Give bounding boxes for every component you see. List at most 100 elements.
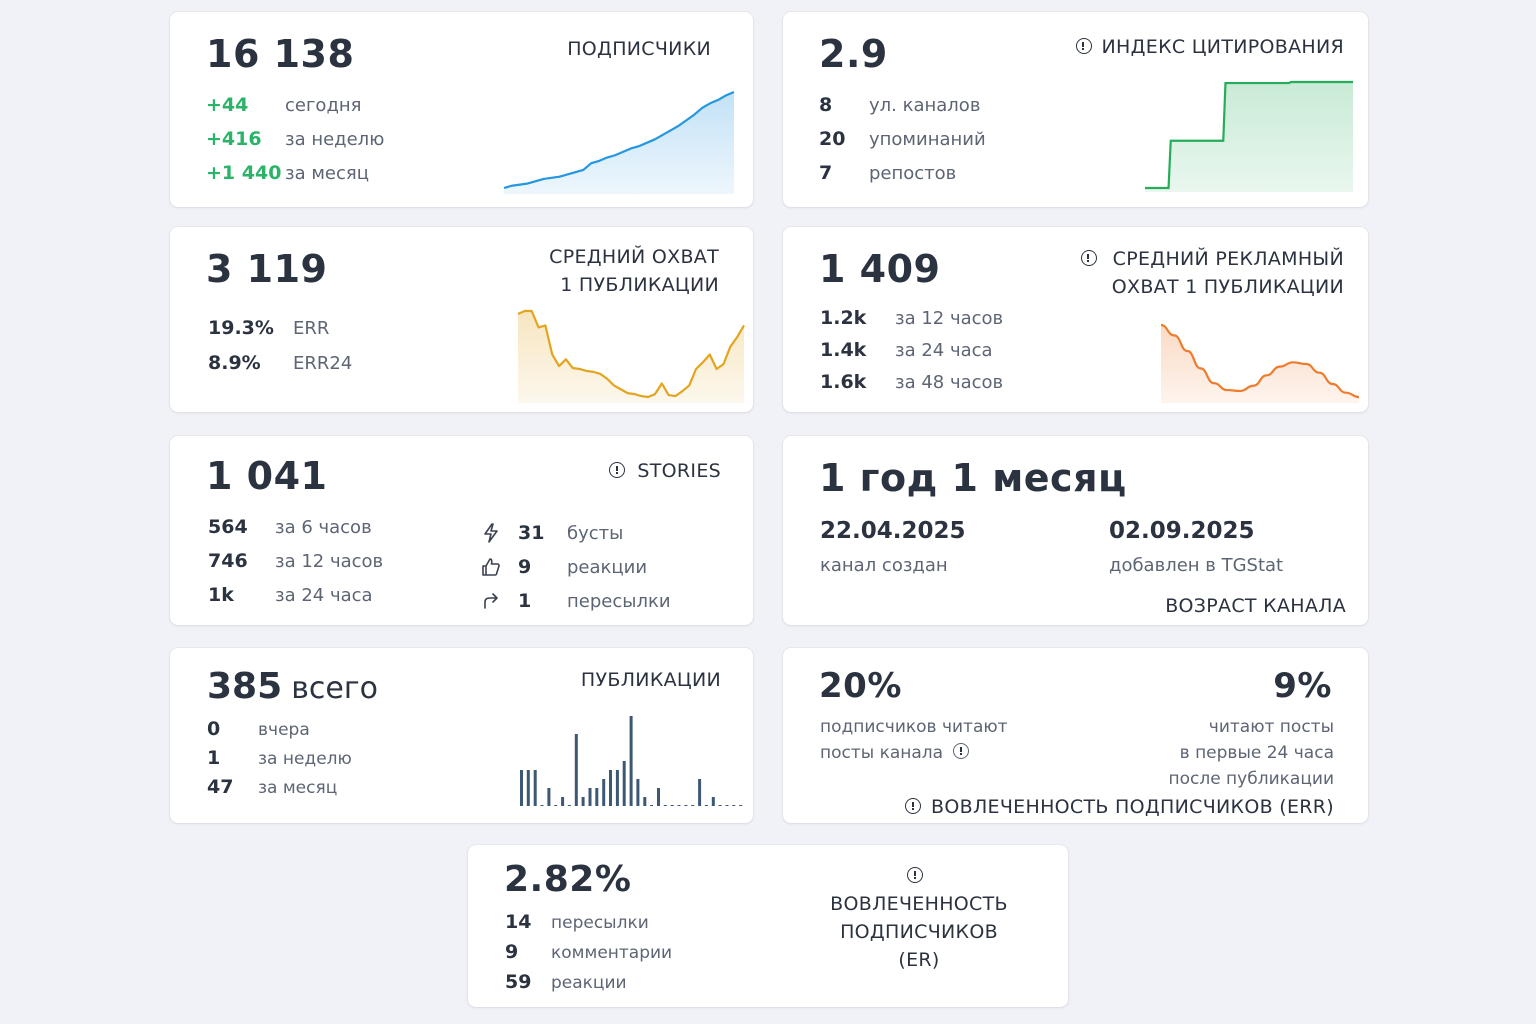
stat-row: 1.6k за 48 часов bbox=[820, 371, 1004, 393]
publications-chart-bar bbox=[561, 797, 565, 806]
subscribers-stats: +44 сегодня +416 за неделю +1 440 за месяц bbox=[206, 94, 384, 196]
publications-chart-bar bbox=[595, 788, 599, 806]
stat-row: 1k за 24 часа bbox=[208, 584, 373, 606]
citation-chart-line bbox=[1145, 80, 1353, 190]
stat-row: 8.9% ERR24 bbox=[208, 352, 353, 374]
stat-row: 19.3% ERR bbox=[208, 317, 330, 339]
publications-chart-bar bbox=[609, 770, 612, 806]
info-icon[interactable] bbox=[1075, 38, 1092, 54]
created-label: канал создан bbox=[820, 555, 948, 576]
stories-stats: 564 за 6 часов 746 за 12 часов 1k за 24 час… bbox=[208, 516, 383, 618]
info-icon[interactable] bbox=[609, 462, 626, 478]
ad-reach-stats: 1.2k за 12 часов 1.4k за 24 часа 1.6k за 48… bbox=[820, 307, 1003, 403]
publications-chart-bar bbox=[711, 797, 715, 806]
err-left-text: подписчиков читают посты канала bbox=[820, 717, 1008, 763]
avg-reach-chart bbox=[517, 309, 745, 403]
publications-chart-bar bbox=[588, 788, 592, 806]
publications-value: 385 всего bbox=[207, 666, 378, 707]
citation-stats: 8 ул. каналов 20 упоминаний 7 репостов bbox=[819, 94, 986, 196]
citation-card[interactable]: 2.9 ИНДЕКС ЦИТИРОВАНИЯ 8 ул. каналов 20 уп… bbox=[783, 12, 1368, 207]
created-date: 22.04.2025 bbox=[820, 518, 966, 544]
stories-title: STORIES bbox=[609, 460, 721, 482]
info-icon[interactable] bbox=[905, 798, 922, 814]
stat-row: 9 реакции bbox=[482, 550, 671, 584]
ad-reach-chart bbox=[1160, 323, 1360, 403]
stat-row: 20 упоминаний bbox=[819, 128, 986, 150]
publications-chart-bar bbox=[629, 716, 633, 806]
stat-row: +416 за неделю bbox=[206, 128, 385, 150]
publications-chart-bar bbox=[602, 779, 606, 806]
subscribers-chart-area bbox=[504, 92, 734, 194]
added-date: 02.09.2025 bbox=[1109, 518, 1255, 544]
stat-row: +1 440 за месяц bbox=[206, 162, 369, 184]
er-title: ВОВЛЕЧЕННОСТЬ ПОДПИСЧИКОВ (ER) bbox=[824, 862, 1014, 974]
added-label: добавлен в TGStat bbox=[1109, 555, 1284, 576]
stat-row: 31 бусты bbox=[482, 516, 671, 550]
publications-chart-bar bbox=[698, 779, 702, 806]
publications-chart-bar bbox=[533, 770, 537, 806]
avg-reach-title: СРЕДНИЙ ОХВАТ 1 ПУБЛИКАЦИИ bbox=[549, 246, 719, 296]
stat-row: +44 сегодня bbox=[206, 94, 362, 116]
stat-row: 746 за 12 часов bbox=[208, 550, 384, 572]
publications-chart-bar bbox=[622, 761, 626, 806]
subscribers-chart-line bbox=[503, 90, 735, 190]
ad-reach-title: СРЕДНИЙ РЕКЛАМНЫЙ ОХВАТ 1 ПУБЛИКАЦИИ bbox=[1080, 245, 1344, 301]
share-arrow-icon bbox=[484, 593, 498, 609]
stat-row: 1.2k за 12 часов bbox=[820, 307, 1004, 329]
publications-title: ПУБЛИКАЦИИ bbox=[580, 669, 721, 691]
stat-row: 1.4k за 24 часа bbox=[820, 339, 993, 361]
avg-reach-value: 3 119 bbox=[206, 247, 328, 291]
publications-chart-bar bbox=[547, 788, 551, 806]
publications-card[interactable]: 385 всего ПУБЛИКАЦИИ 0 вчера 1 за неделю 4… bbox=[170, 648, 753, 823]
citation-title: ИНДЕКС ЦИТИРОВАНИЯ bbox=[1075, 36, 1344, 58]
err-right-text: читают посты в первые 24 часа после публ… bbox=[1168, 717, 1334, 789]
publications-chart-bar bbox=[643, 797, 647, 806]
ad-reach-chart-line bbox=[1160, 323, 1360, 399]
citation-chart bbox=[1145, 80, 1353, 192]
channel-age-value: 1 год 1 месяц bbox=[819, 456, 1127, 500]
avg-reach-stats: 19.3% ERR 8.9% ERR24 bbox=[208, 317, 352, 387]
stories-card[interactable]: 1 041 STORIES 564 за 6 часов 746 за 12 час… bbox=[170, 436, 753, 625]
stat-row: 1 за неделю bbox=[207, 747, 352, 769]
publications-chart-bar bbox=[520, 770, 523, 806]
lightning-icon bbox=[484, 523, 498, 543]
info-icon[interactable] bbox=[907, 867, 923, 883]
subscribers-title: ПОДПИСЧИКИ bbox=[567, 38, 711, 60]
publications-stats: 0 вчера 1 за неделю 47 за месяц bbox=[207, 718, 352, 805]
stat-row: 0 вчера bbox=[207, 718, 310, 740]
thumbs-up-icon bbox=[482, 558, 500, 576]
subscribers-chart bbox=[503, 90, 735, 194]
err-title: ВОВЛЕЧЕННОСТЬ ПОДПИСЧИКОВ (ERR) bbox=[905, 796, 1334, 818]
ad-reach-card[interactable]: 1 409 СРЕДНИЙ РЕКЛАМНЫЙ ОХВАТ 1 ПУБЛИКАЦ… bbox=[783, 227, 1368, 412]
stories-value: 1 041 bbox=[206, 454, 328, 498]
ad-reach-value: 1 409 bbox=[819, 247, 941, 291]
info-icon[interactable] bbox=[1080, 250, 1097, 266]
err-left-value: 20% bbox=[819, 666, 902, 706]
publications-chart-bar bbox=[636, 779, 640, 806]
stat-row: 1 пересылки bbox=[482, 584, 671, 618]
avg-reach-chart-area bbox=[518, 311, 744, 403]
stat-row: 59 реакции bbox=[505, 971, 627, 993]
stat-row: 9 комментарии bbox=[505, 941, 673, 963]
subscribers-card[interactable]: 16 138 ПОДПИСЧИКИ +44 сегодня +416 за неде… bbox=[170, 12, 753, 207]
publications-chart bbox=[520, 716, 743, 806]
er-card[interactable]: 2.82% ВОВЛЕЧЕННОСТЬ ПОДПИСЧИКОВ (ER) 14 п… bbox=[468, 845, 1068, 1007]
citation-value: 2.9 bbox=[819, 32, 888, 76]
stat-row: 47 за месяц bbox=[207, 776, 338, 798]
publications-chart-bar bbox=[657, 788, 660, 806]
er-value: 2.82% bbox=[504, 859, 632, 900]
stat-row: 8 ул. каналов bbox=[819, 94, 981, 116]
channel-age-card[interactable]: 1 год 1 месяц 22.04.2025 канал создан 02… bbox=[783, 436, 1368, 625]
err-right-value: 9% bbox=[1273, 666, 1332, 706]
subscribers-value: 16 138 bbox=[206, 32, 355, 76]
publications-chart-bar bbox=[615, 770, 619, 806]
avg-reach-card[interactable]: 3 119 СРЕДНИЙ ОХВАТ 1 ПУБЛИКАЦИИ 19.3% ERR… bbox=[170, 227, 753, 412]
info-icon[interactable] bbox=[953, 743, 970, 759]
avg-reach-chart-line bbox=[517, 309, 745, 399]
publications-chart-bar bbox=[581, 797, 585, 806]
stories-interactions: 31 бусты 9 реакции 1 пересылки bbox=[482, 516, 671, 618]
stat-row: 7 репостов bbox=[819, 162, 957, 184]
err-card[interactable]: 20% подписчиков читают посты канала 9% ч… bbox=[783, 648, 1368, 823]
publications-chart-bar bbox=[526, 770, 530, 806]
stat-row: 14 пересылки bbox=[505, 911, 649, 933]
